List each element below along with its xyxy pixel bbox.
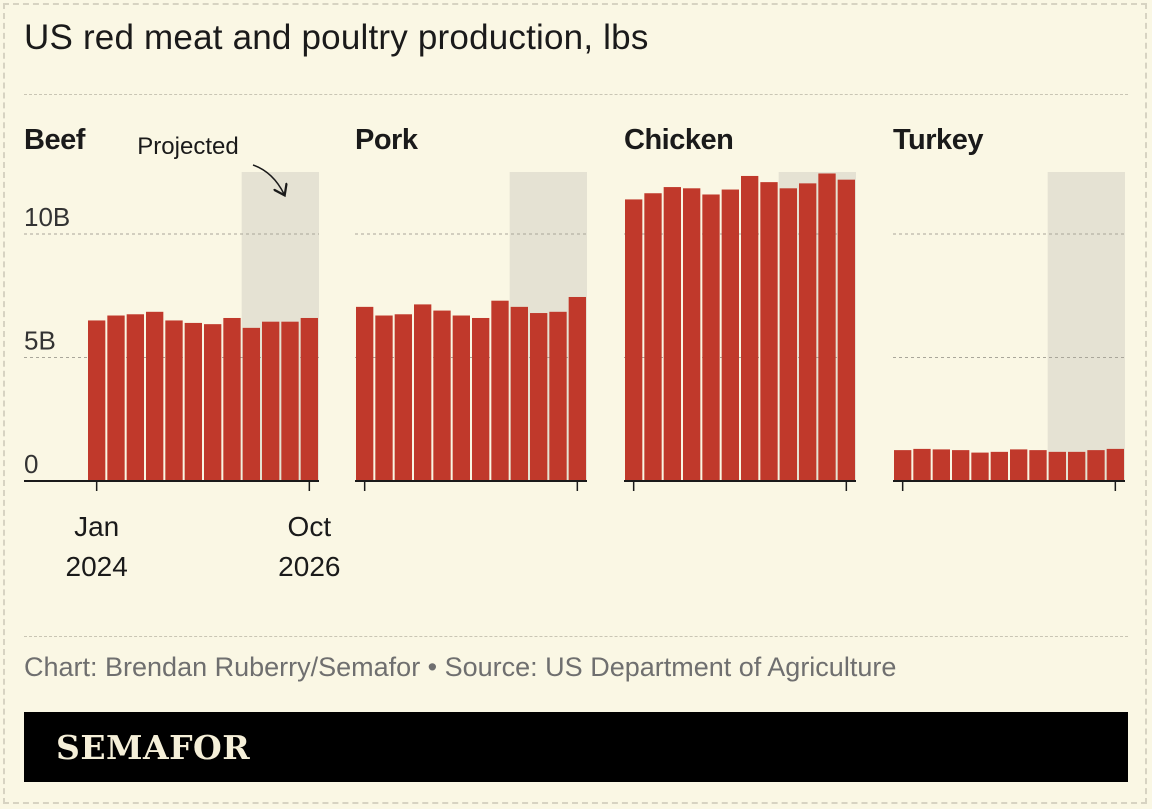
brand-bar: SEMAFOR <box>24 712 1128 782</box>
projected-arrow <box>252 164 284 194</box>
chicken-bar <box>818 173 836 482</box>
turkey-bar <box>1106 448 1124 481</box>
x-tick-label-month: Jan <box>74 511 119 542</box>
brand-logo: SEMAFOR <box>56 728 251 767</box>
pork-bar <box>568 296 586 481</box>
chicken-bar <box>625 199 643 482</box>
pork-bar <box>356 306 374 481</box>
x-tick-label-year: 2024 <box>66 551 128 582</box>
turkey-bar <box>971 452 989 481</box>
x-tick-label-year: 2026 <box>278 551 340 582</box>
pork-bar <box>530 313 548 481</box>
chicken-panel-label: Chicken <box>624 124 733 156</box>
y-tick-label: 0 <box>24 449 38 479</box>
chicken-bar <box>779 188 797 481</box>
pork-bar <box>375 315 393 481</box>
projected-annotation: Projected <box>137 133 238 160</box>
turkey-projected-region <box>1047 172 1125 481</box>
beef-bar <box>146 311 164 481</box>
pork-panel-label: Pork <box>355 124 419 156</box>
bottom-divider <box>24 636 1128 637</box>
chicken-bar <box>721 189 739 482</box>
chicken-bar <box>760 182 778 481</box>
turkey-bar <box>1048 451 1066 481</box>
chicken-bar <box>702 194 720 482</box>
beef-panel-label: Beef <box>24 124 86 156</box>
source-credit: Chart: Brendan Ruberry/Semafor • Source:… <box>24 652 897 682</box>
x-tick-label-month: Oct <box>288 511 332 542</box>
beef-bar <box>262 321 280 481</box>
pork-bar <box>510 306 528 481</box>
pork-bar <box>491 300 509 481</box>
y-tick-label: 5B <box>24 326 56 356</box>
turkey-bar <box>1010 449 1028 481</box>
pork-bar <box>414 304 432 481</box>
pork-bar <box>549 311 567 481</box>
y-tick-label: 10B <box>24 202 70 232</box>
beef-bar <box>88 320 106 481</box>
chart-title: US red meat and poultry production, lbs <box>24 18 649 57</box>
beef-bar <box>165 320 183 481</box>
pork-bar <box>433 310 451 481</box>
small-multiples-chart: Beef Pork Chicken Turkey 0 5B 10B Jan 2024 Oct 202… <box>24 124 1125 582</box>
turkey-bar <box>990 451 1008 481</box>
chicken-bar <box>799 183 817 482</box>
pork-bar <box>452 315 470 481</box>
beef-bar <box>300 317 318 481</box>
turkey-panel-label: Turkey <box>893 124 983 156</box>
chart-frame <box>3 3 1147 804</box>
pork-bar <box>472 317 490 481</box>
chicken-bar <box>663 187 681 481</box>
beef-bar <box>107 315 125 481</box>
pork-bar <box>394 314 412 481</box>
chicken-bar <box>741 175 759 481</box>
turkey-bar <box>952 450 970 481</box>
turkey-bar <box>1087 450 1105 481</box>
beef-bar <box>281 321 299 481</box>
top-divider <box>24 94 1128 95</box>
turkey-bar <box>1068 451 1086 481</box>
beef-bar <box>223 317 241 481</box>
beef-bar <box>184 322 202 481</box>
turkey-bar <box>894 450 912 481</box>
chicken-bar <box>837 179 855 481</box>
turkey-bar <box>1029 450 1047 481</box>
beef-bar <box>204 324 222 481</box>
turkey-bar <box>932 449 950 481</box>
beef-bar <box>242 327 260 481</box>
chicken-bar <box>683 188 701 481</box>
beef-bar <box>126 314 144 481</box>
chicken-bar <box>644 193 662 481</box>
turkey-bar <box>913 448 931 481</box>
